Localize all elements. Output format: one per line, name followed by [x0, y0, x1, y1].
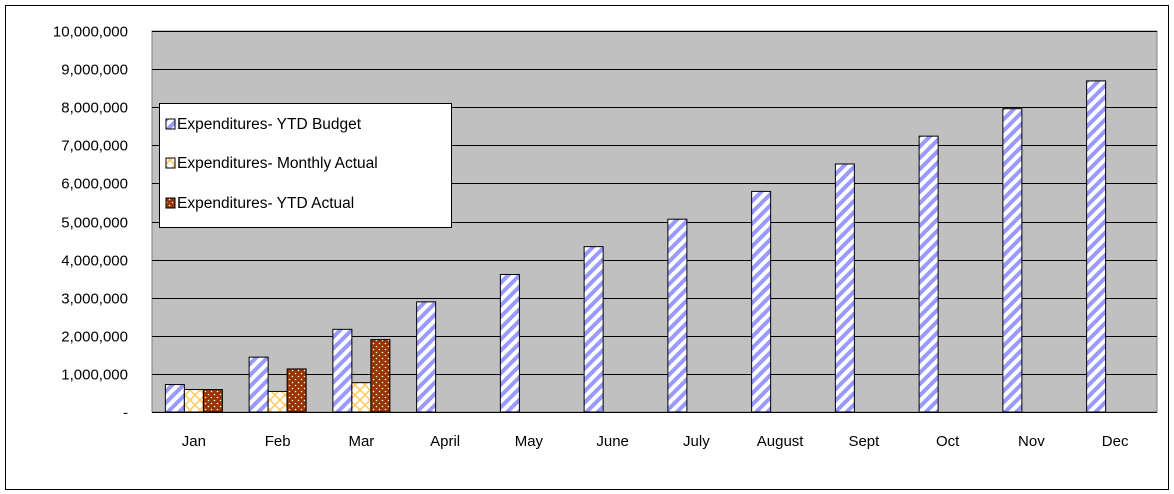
y-axis-tick-labels: - 1,000,000 2,000,000 3,000,000 4,000,000 5,0…	[53, 24, 128, 422]
y-tick-label: 5,000,000	[61, 215, 128, 232]
legend: Expenditures- YTD Budget Expenditures- Mo…	[159, 103, 452, 228]
bar-ytd-budget	[164, 384, 185, 413]
bar-ytd-budget	[1002, 108, 1023, 413]
bar-ytd-budget	[499, 273, 520, 413]
bar-ytd-actual	[370, 339, 391, 413]
x-category-label: Nov	[1018, 433, 1045, 450]
legend-box	[159, 103, 452, 228]
x-category-label: May	[515, 433, 544, 450]
x-category-label: April	[430, 433, 460, 450]
bar-ytd-budget	[332, 328, 353, 413]
y-tick-label: 9,000,000	[61, 62, 128, 79]
x-category-label: Mar	[348, 433, 374, 450]
legend-swatch	[165, 197, 176, 209]
y-tick-label: 10,000,000	[53, 24, 128, 41]
x-category-label: Jan	[182, 433, 206, 450]
bar-ytd-budget	[667, 218, 688, 413]
legend-entry: Expenditures- Monthly Actual	[177, 155, 378, 172]
y-tick-label: 2,000,000	[61, 329, 128, 346]
bar-monthly-actual	[351, 382, 372, 413]
y-tick-label: 8,000,000	[61, 100, 128, 117]
bar-ytd-actual	[202, 389, 223, 413]
bar-ytd-budget	[583, 246, 604, 413]
bar-ytd-budget	[248, 356, 269, 413]
bar-ytd-actual	[286, 368, 307, 413]
legend-swatch	[165, 118, 176, 130]
x-category-label: Sept	[848, 433, 880, 450]
bar-ytd-budget	[751, 190, 772, 413]
legend-entry: Expenditures- YTD Budget	[177, 116, 362, 133]
x-category-label: August	[757, 433, 805, 450]
x-axis-category-labels: Jan Feb Mar April May June July August Sept Oct No…	[182, 433, 1129, 450]
legend-entry: Expenditures- YTD Actual	[177, 195, 354, 212]
bar-ytd-budget	[918, 135, 939, 413]
x-category-label: Dec	[1102, 433, 1129, 450]
y-tick-label: 6,000,000	[61, 176, 128, 193]
bar-ytd-budget	[416, 301, 437, 413]
legend-swatch	[165, 157, 176, 169]
bar-monthly-actual	[183, 389, 204, 413]
x-category-label: June	[596, 433, 629, 450]
x-category-label: Oct	[936, 433, 960, 450]
y-tick-label: 1,000,000	[61, 367, 128, 384]
bar-ytd-budget	[834, 163, 855, 413]
y-tick-label: 7,000,000	[61, 138, 128, 155]
y-tick-label: 4,000,000	[61, 253, 128, 270]
x-category-label: Feb	[265, 433, 291, 450]
y-tick-label: -	[123, 405, 128, 422]
x-category-label: July	[683, 433, 710, 450]
bar-ytd-budget	[1086, 80, 1107, 413]
y-tick-label: 3,000,000	[61, 291, 128, 308]
bar-monthly-actual	[267, 390, 288, 413]
